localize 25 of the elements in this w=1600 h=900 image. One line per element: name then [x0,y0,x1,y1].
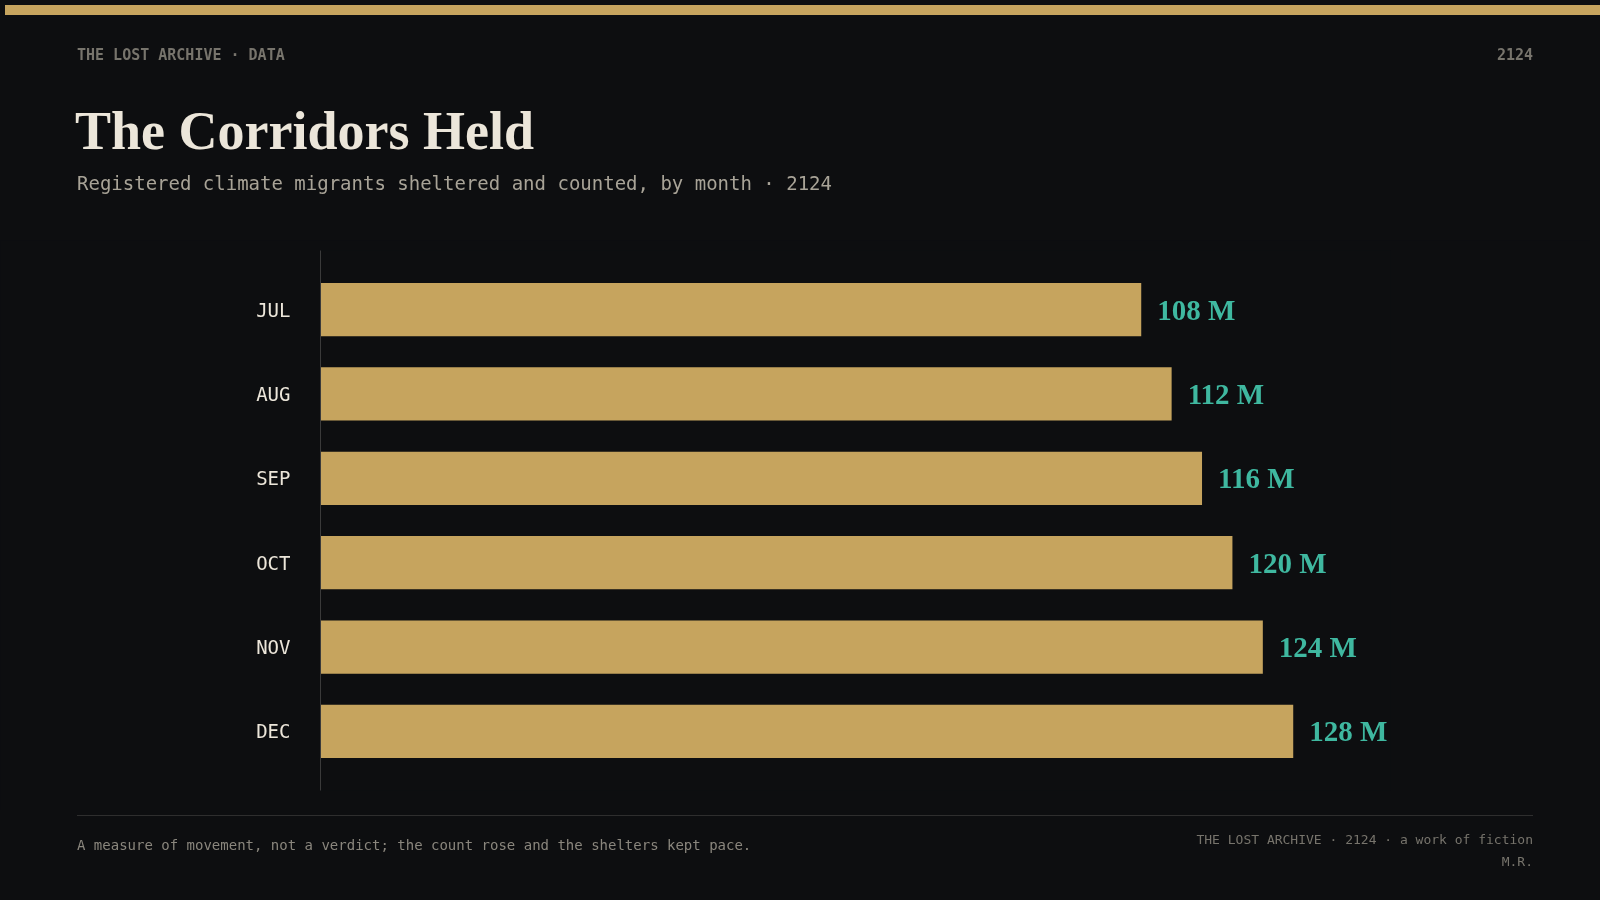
data-label: 112 M [1187,377,1265,410]
chart-title: The Corridors Held [75,100,534,163]
bar [320,704,1294,759]
y-tick-label: NOV [256,636,291,659]
bar [320,367,1172,421]
text: THE LOST ARCHIVE · DATA [77,45,285,66]
text: M.R. [1501,854,1533,869]
chart-subtitle: Registered climate migrants sheltered and counted, by month · 2124 [77,171,832,196]
y-tick-label: JUL [256,298,291,321]
y-tick-label: OCT [256,551,291,574]
data-label: 124 M [1278,631,1357,664]
y-tick-label: SEP [256,467,291,490]
text: 2124 [1496,45,1533,66]
data-label: 128 M [1309,715,1388,748]
data-label: 108 M [1157,293,1236,326]
bar [320,282,1142,337]
text: A measure of movement, not a verdict; the count rose and the shelters kept pace. [77,836,752,855]
data-label: 120 M [1248,546,1327,579]
text: THE LOST ARCHIVE · 2124 · a work of fiction [1196,832,1533,847]
y-tick-label: DEC [256,720,291,743]
bar [320,536,1233,590]
bar [320,451,1203,505]
y-tick-label: AUG [256,382,291,405]
data-label: 116 M [1218,462,1295,495]
bar [320,620,1263,674]
